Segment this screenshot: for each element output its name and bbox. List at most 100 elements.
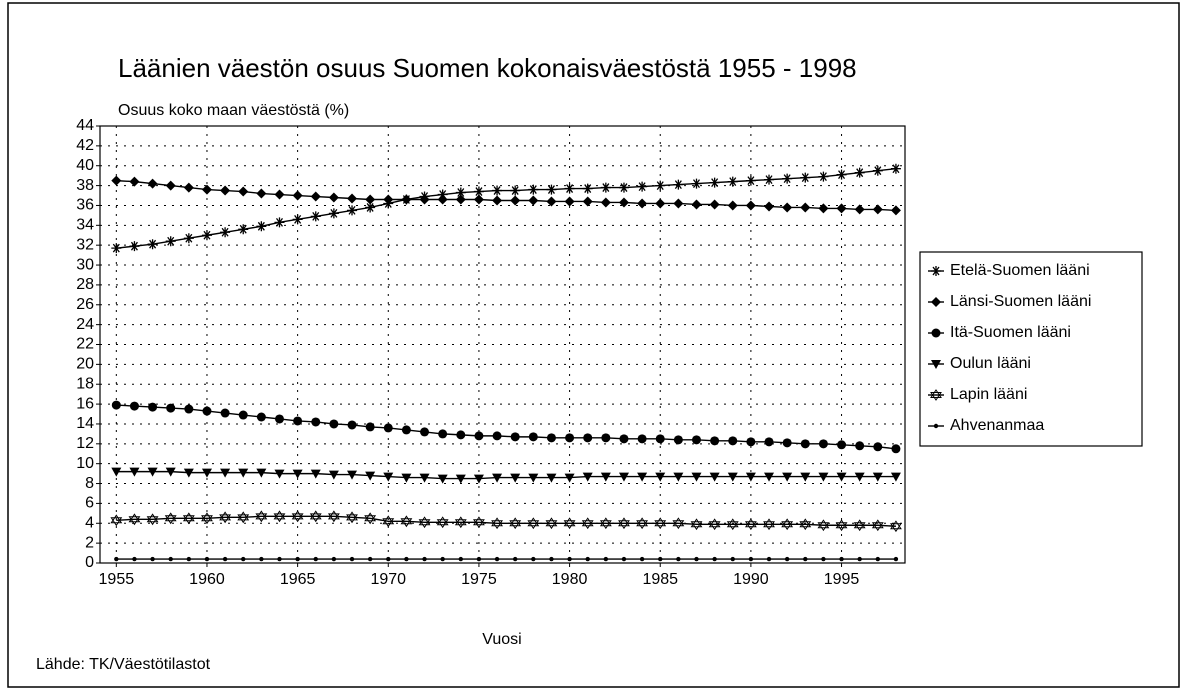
- marker: [600, 182, 611, 193]
- marker: [855, 441, 865, 451]
- marker: [871, 519, 884, 532]
- marker: [386, 556, 391, 562]
- marker: [238, 468, 249, 478]
- marker: [800, 472, 811, 482]
- marker: [510, 185, 521, 196]
- marker: [658, 556, 663, 562]
- marker: [619, 434, 629, 444]
- marker: [329, 419, 339, 429]
- marker: [872, 165, 883, 176]
- legend-marker: [930, 389, 942, 401]
- y-tick-label: 18: [76, 375, 94, 392]
- marker: [182, 512, 195, 525]
- marker: [655, 434, 665, 444]
- marker: [365, 471, 376, 481]
- marker: [509, 517, 522, 530]
- y-tick-label: 40: [76, 157, 94, 174]
- marker: [310, 469, 321, 479]
- marker: [473, 186, 484, 197]
- marker: [563, 517, 576, 530]
- y-tick-label: 28: [76, 276, 94, 293]
- marker: [837, 440, 847, 450]
- marker: [800, 172, 811, 183]
- marker: [165, 236, 176, 247]
- chart-title: Läänien väestön osuus Suomen kokonaisväe…: [118, 53, 857, 83]
- marker: [839, 556, 844, 562]
- y-tick-label: 42: [76, 137, 94, 154]
- marker: [727, 200, 738, 211]
- marker: [528, 432, 538, 442]
- marker: [621, 556, 627, 562]
- marker: [328, 192, 339, 203]
- marker: [600, 197, 611, 208]
- marker: [400, 515, 413, 528]
- y-tick-label: 0: [85, 554, 94, 571]
- marker: [259, 556, 264, 562]
- source: Lähde: TK/Väestötilastot: [36, 656, 211, 673]
- marker: [183, 233, 194, 244]
- marker: [418, 516, 431, 529]
- marker: [129, 241, 140, 252]
- marker: [186, 556, 192, 562]
- y-tick-label: 32: [76, 236, 94, 253]
- y-tick-label: 34: [76, 217, 94, 234]
- marker: [492, 431, 502, 441]
- marker: [220, 227, 231, 238]
- marker: [564, 183, 575, 194]
- marker: [166, 403, 176, 413]
- y-tick-label: 8: [85, 475, 94, 492]
- marker: [564, 196, 575, 207]
- marker: [201, 230, 212, 241]
- marker: [549, 556, 554, 562]
- legend-box: [919, 251, 1143, 447]
- marker: [204, 556, 210, 562]
- marker: [854, 167, 865, 178]
- marker: [309, 510, 322, 523]
- marker: [256, 468, 267, 478]
- marker: [853, 519, 866, 532]
- marker: [311, 417, 321, 427]
- marker: [781, 518, 794, 531]
- marker: [220, 185, 231, 196]
- marker: [293, 416, 303, 426]
- marker: [436, 516, 449, 529]
- marker: [474, 431, 484, 441]
- marker: [712, 556, 717, 562]
- marker: [310, 191, 321, 202]
- marker: [528, 195, 539, 206]
- marker: [800, 439, 810, 449]
- marker: [873, 442, 883, 452]
- marker: [165, 467, 176, 477]
- marker: [365, 202, 376, 213]
- marker: [531, 556, 536, 562]
- marker: [599, 517, 612, 530]
- marker: [111, 400, 121, 410]
- marker: [817, 519, 830, 532]
- marker: [220, 408, 230, 418]
- marker: [784, 556, 790, 562]
- marker: [220, 468, 231, 478]
- marker: [148, 402, 158, 412]
- marker: [766, 556, 772, 562]
- marker: [274, 189, 285, 200]
- marker: [565, 433, 575, 443]
- x-tick-label: 1970: [370, 571, 406, 588]
- marker: [458, 556, 463, 562]
- marker: [745, 472, 756, 482]
- marker: [601, 433, 611, 443]
- marker: [146, 513, 159, 526]
- marker: [440, 556, 445, 562]
- marker: [256, 188, 267, 199]
- marker: [455, 187, 466, 198]
- marker: [872, 204, 883, 215]
- marker: [582, 196, 593, 207]
- marker: [238, 410, 248, 420]
- marker: [694, 556, 699, 562]
- marker: [128, 513, 141, 526]
- y-tick-label: 6: [85, 495, 94, 512]
- legend-marker: [931, 328, 941, 338]
- marker: [618, 517, 630, 530]
- y-tick-label: 38: [76, 177, 94, 194]
- marker: [582, 183, 593, 194]
- marker: [746, 437, 756, 447]
